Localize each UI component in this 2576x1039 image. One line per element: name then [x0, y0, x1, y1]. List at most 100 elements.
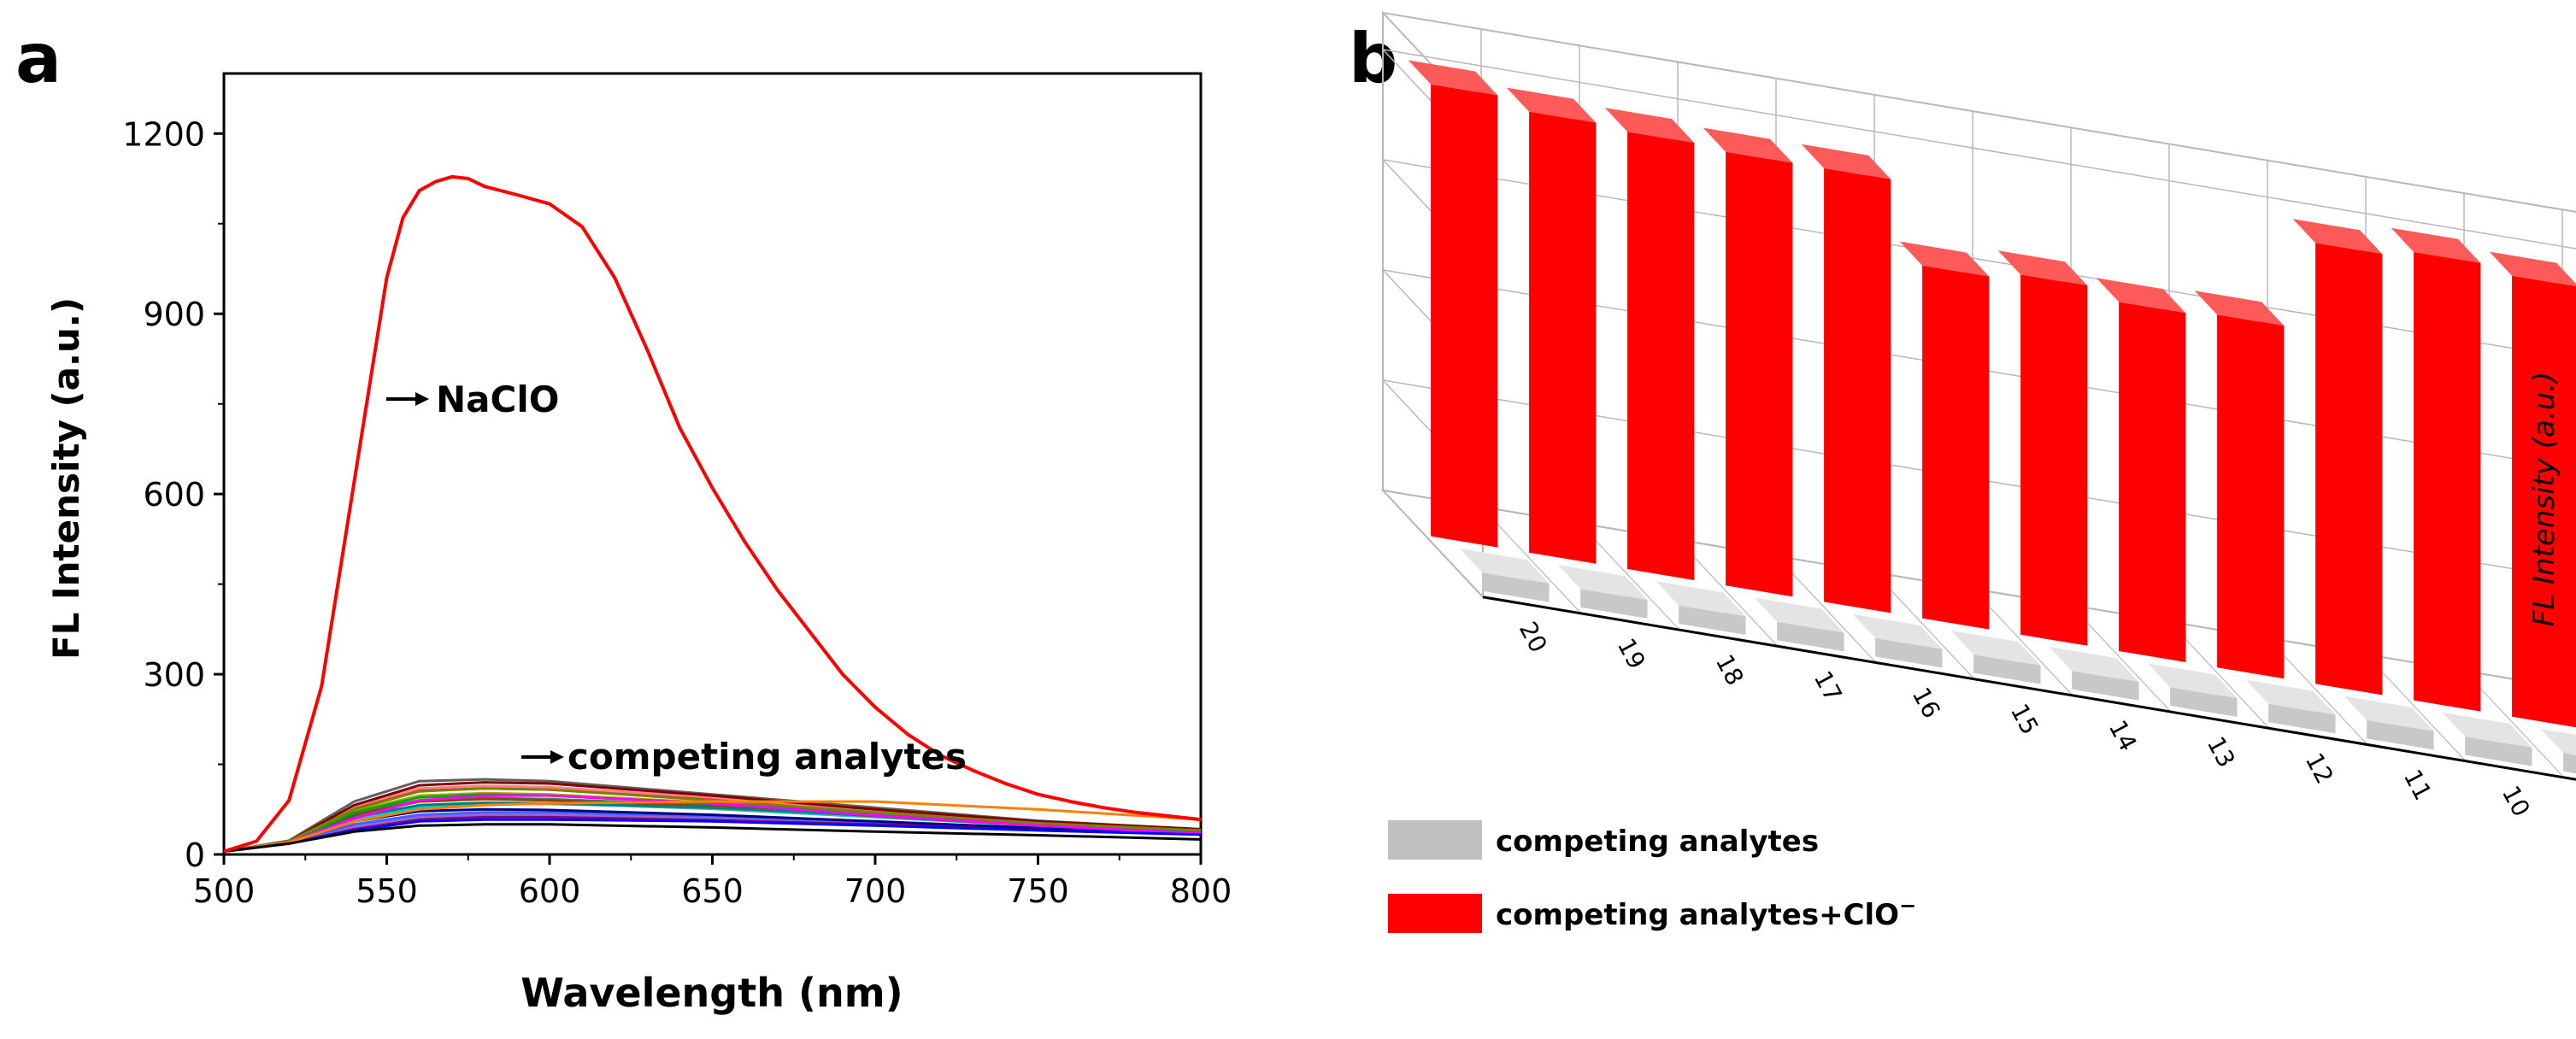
x-tick-label-b: 14: [2103, 715, 2143, 755]
x-tick-label-a: 550: [356, 872, 418, 910]
bar-front-face: [1726, 151, 1793, 597]
bar-top-face: [2540, 729, 2576, 755]
bar-front-face: [2414, 252, 2481, 712]
x-tick-label-b: 12: [2300, 748, 2339, 789]
x-tick-label-b: 18: [1710, 650, 1750, 690]
floor-grid-line: [2168, 621, 2270, 729]
bar-top-face: [1459, 548, 1550, 584]
bar-front-face: [1679, 605, 1746, 635]
y-tick-label-a: 900: [143, 296, 205, 333]
bar-top-face: [1557, 565, 1648, 601]
annotation-arrowhead-competing: [550, 750, 564, 764]
bar-top-face: [1754, 597, 1844, 633]
y-tick-label-a: 1200: [122, 115, 205, 153]
spectrum-line: [223, 823, 1202, 853]
x-tick-label-b: 13: [2202, 732, 2241, 772]
x-tick-label-a: 650: [681, 872, 744, 910]
panel-a: a 0 300 600 900 1200 500 550 600 650 700 750 800 F…: [15, 19, 1232, 1016]
bar-front-face: [2563, 753, 2576, 774]
bar-top-face: [2489, 251, 2576, 287]
bar-front-face: [1529, 111, 1597, 564]
bar-front-face: [2217, 314, 2285, 679]
x-tick-label-a: 600: [519, 872, 581, 910]
bar-front-face: [1824, 168, 1891, 613]
bar-top-face: [2096, 278, 2186, 314]
bar-top-face: [2049, 647, 2139, 683]
bar-front-face: [1973, 655, 2041, 684]
bar-front-face: [2512, 275, 2576, 728]
bar-front-face: [2465, 737, 2532, 766]
bar-front-face: [2268, 703, 2336, 734]
spectrum-line: [223, 174, 1202, 854]
bar-front-face: [1627, 132, 1695, 581]
floor-grid-line: [1579, 522, 1680, 631]
floor-grid-line: [2267, 637, 2368, 745]
x-tick-label-b: 11: [2398, 765, 2438, 805]
bar-front-face: [1875, 637, 1943, 668]
bar-top-face: [1997, 250, 2088, 286]
x-tick-label-b: 16: [1907, 683, 1946, 723]
x-tick-label-a: 750: [1007, 872, 1069, 910]
legend-swatch-gray: [1388, 820, 1482, 860]
bar-front-face: [1922, 265, 1990, 630]
annotation-naclo-text: NaClO: [436, 379, 559, 420]
bar-top-face: [2442, 712, 2532, 748]
bar-front-face: [2170, 687, 2238, 717]
floor-grid-line: [2365, 654, 2467, 762]
floor-grid-line: [2463, 670, 2565, 778]
x-tick-label-b: 10: [2497, 781, 2536, 821]
bar-front-face: [2367, 719, 2434, 750]
x-tick-label-a: 800: [1170, 872, 1232, 910]
bar-top-face: [1950, 630, 2041, 666]
annotation-naclo: NaClO: [386, 379, 559, 420]
bar-top-face: [2194, 291, 2285, 326]
y-tick-label-a: 300: [143, 656, 205, 694]
bar-top-face: [1899, 241, 1990, 277]
bar-top-face: [1703, 127, 1793, 163]
x-axis-a: 500 550 600 650 700 750 800: [193, 854, 1232, 910]
legend: competing analytes competing analytes+Cl…: [1388, 820, 1916, 933]
spectrum-line: [223, 794, 1202, 853]
floor-grid-line: [1382, 490, 1484, 598]
bar-top-face: [1506, 87, 1597, 123]
x-axis-label-a: Wavelength (nm): [520, 970, 903, 1016]
bar-top-face: [2147, 663, 2238, 699]
spectrum-line: [223, 787, 1202, 853]
legend-swatch-red: [1388, 894, 1482, 933]
bar-front-face: [2020, 274, 2088, 646]
floor-grid-line: [2070, 604, 2172, 713]
floor-grid-line: [1775, 555, 1877, 663]
y-tick-label-a: 0: [185, 836, 205, 874]
y-axis-label-a: FL Intensity (a.u.): [45, 297, 87, 660]
spectrum-line: [223, 800, 1202, 853]
floor-grid-line: [1972, 588, 2073, 696]
annotation-arrowhead-naclo: [415, 392, 429, 406]
bar-top-face: [2245, 679, 2336, 715]
bar-top-face: [1852, 613, 1943, 649]
bar-top-face: [1801, 144, 1891, 179]
spectrum-line: [223, 781, 1202, 853]
y-axis-a: 0 300 600 900 1200: [122, 115, 224, 874]
bar-front-face: [1482, 572, 1550, 602]
y-axis-label-b: FL Intensity (a.u.): [2527, 372, 2561, 627]
x-tick-label-b: 19: [1612, 633, 1651, 673]
floor-grid-line: [1480, 506, 1582, 614]
bar-front-face: [2119, 302, 2186, 662]
x-tick-label-a: 500: [193, 872, 256, 910]
bar-top-face: [2391, 227, 2481, 263]
bar-front-face: [2072, 671, 2139, 701]
x-tick-label-a: 700: [844, 872, 907, 910]
bar-front-face: [1580, 589, 1648, 619]
bar-top-face: [1656, 581, 1746, 617]
bar-front-face: [1431, 84, 1498, 548]
legend-label-red-sup: −: [1899, 894, 1916, 918]
x-axis-line-b: [1482, 596, 2576, 781]
annotation-competing: competing analytes: [521, 736, 967, 778]
x-tick-label-b: 15: [2005, 699, 2044, 739]
floor-grid-line: [1677, 539, 1779, 647]
bar-top-face: [1408, 60, 1498, 96]
x-tick-label-b: 20: [1514, 617, 1553, 657]
bar-front-face: [2315, 243, 2383, 696]
